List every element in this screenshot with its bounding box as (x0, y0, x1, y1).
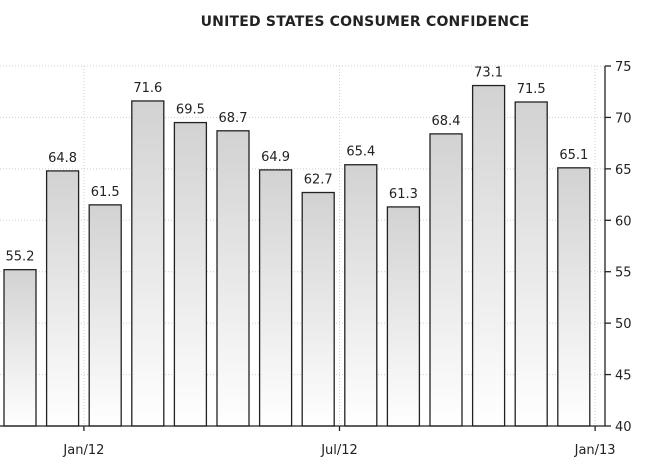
data-label-Jun/12: 62.7 (304, 173, 333, 188)
data-label-Sep/12: 68.4 (432, 114, 461, 129)
data-label-Feb/12: 71.6 (133, 81, 162, 96)
bar-Mar/12 (173, 121, 208, 427)
y-tick-label-75: 75 (615, 60, 632, 75)
labels: 55.2 64.8 61.5 71.6 69.5 68.7 64.9 62.7 65.4 61.3… (6, 60, 632, 458)
data-label-Dec/12: 65.1 (559, 148, 588, 163)
y-tick-label-45: 45 (615, 369, 632, 384)
bars (3, 84, 591, 427)
data-label-Aug/12: 61.3 (389, 187, 418, 202)
data-label-Oct/12: 73.1 (474, 66, 503, 81)
bar-Dec/11 (45, 170, 80, 427)
y-tick-label-70: 70 (615, 111, 632, 126)
data-label-Apr/12: 68.7 (219, 111, 248, 126)
bar-Sep/12 (429, 133, 463, 427)
y-tick-label-65: 65 (615, 163, 632, 178)
data-label-Mar/12: 69.5 (176, 103, 205, 118)
bar-Feb/12 (131, 100, 165, 427)
bar-Nov/11 (3, 269, 37, 427)
bar-Jun/12 (301, 191, 335, 427)
x-tick-label-Jul/12: Jul/12 (320, 443, 358, 458)
x-tick-label-Jan/13: Jan/13 (574, 443, 616, 458)
bar-Dec/12 (557, 167, 591, 427)
data-label-May/12: 64.9 (261, 150, 290, 165)
data-label-Jan/12: 61.5 (91, 185, 120, 200)
bar-Apr/12 (216, 130, 250, 427)
bar-May/12 (258, 169, 293, 427)
x-tick-label-Jan/12: Jan/12 (62, 443, 104, 458)
bar-Jan/12 (88, 204, 122, 427)
y-tick-label-55: 55 (615, 266, 632, 281)
axes (0, 65, 611, 431)
y-tick-label-40: 40 (615, 420, 632, 435)
y-tick-label-50: 50 (615, 317, 632, 332)
data-label-Jul/12: 65.4 (346, 145, 375, 160)
bar-Oct/12 (471, 84, 506, 427)
data-label-Nov/12: 71.5 (517, 82, 546, 97)
bar-Jul/12 (344, 164, 378, 427)
data-label-Nov/11: 55.2 (6, 250, 35, 265)
bar-Aug/12 (386, 206, 421, 427)
bar-Nov/12 (514, 101, 548, 427)
chart-title: UNITED STATES CONSUMER CONFIDENCE (200, 14, 530, 30)
y-tick-label-60: 60 (615, 214, 632, 229)
data-label-Dec/11: 64.8 (48, 151, 77, 166)
